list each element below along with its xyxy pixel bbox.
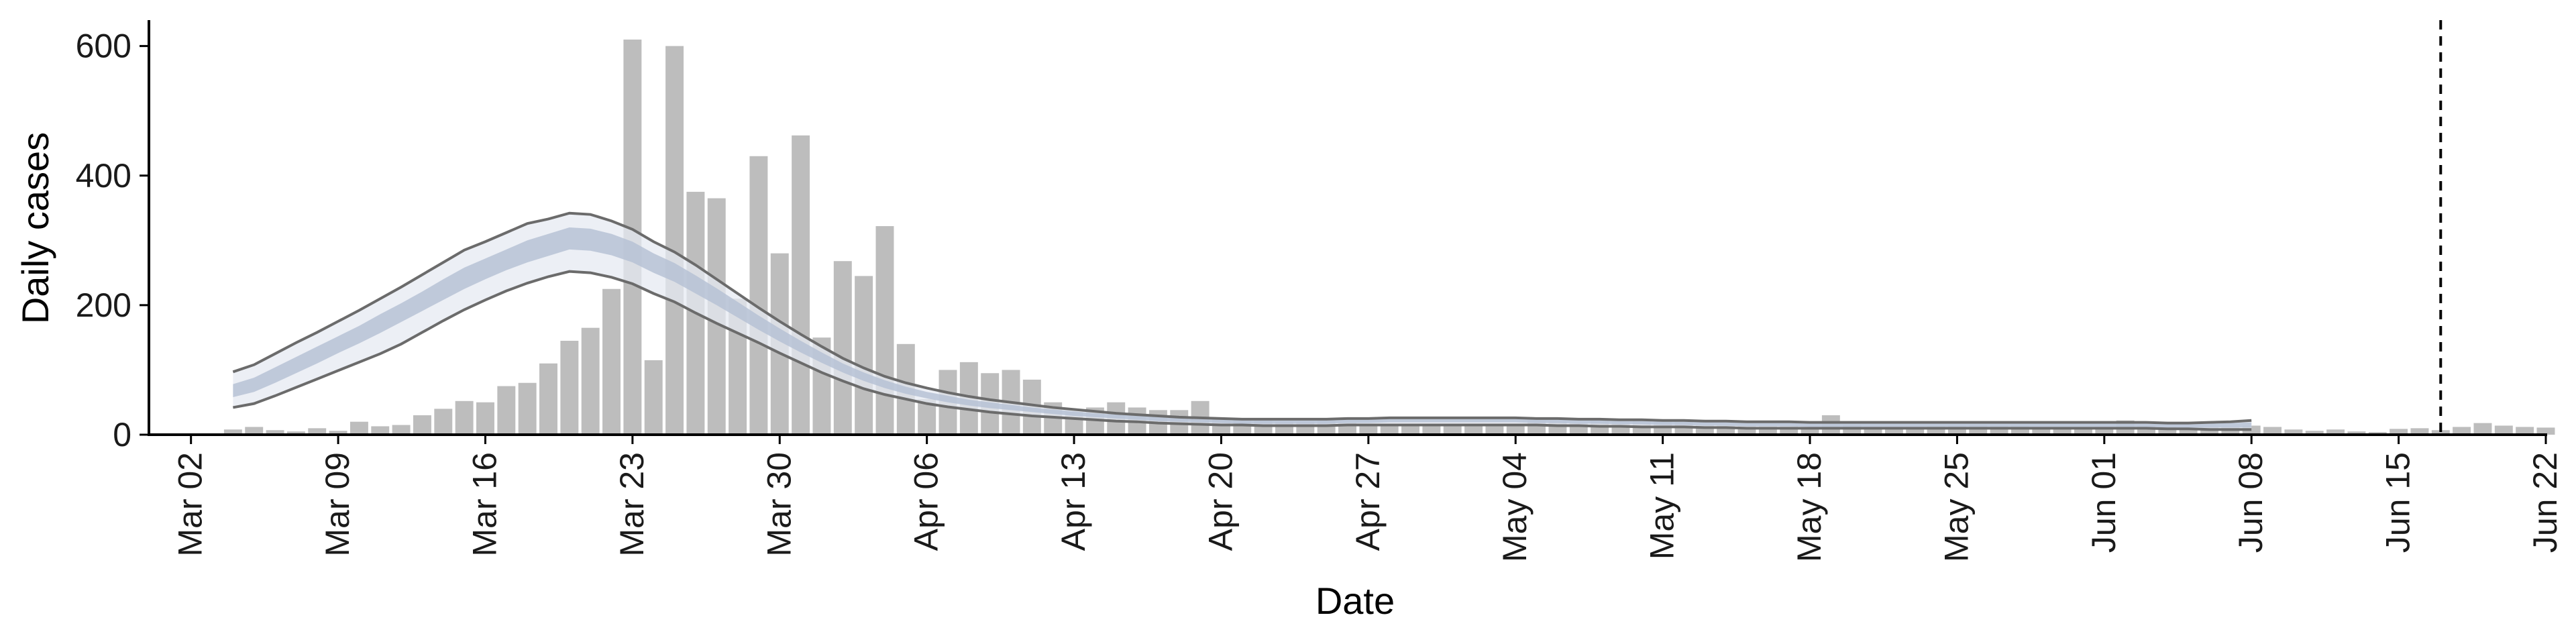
case-bar bbox=[1906, 427, 1925, 435]
case-bar bbox=[2074, 429, 2092, 435]
case-bar bbox=[833, 261, 852, 435]
x-tick-label: May 18 bbox=[1790, 452, 1828, 562]
case-bar bbox=[350, 421, 368, 435]
case-bar bbox=[875, 226, 894, 435]
case-bar bbox=[1485, 425, 1504, 435]
x-axis-title: Date bbox=[1316, 580, 1395, 622]
case-bar bbox=[434, 409, 453, 435]
case-bar bbox=[329, 431, 347, 435]
x-tick-label: Mar 30 bbox=[760, 452, 798, 557]
x-tick-label: Apr 06 bbox=[908, 452, 945, 551]
case-bar bbox=[2453, 427, 2471, 435]
case-bar bbox=[749, 156, 768, 435]
y-tick-label: 0 bbox=[113, 416, 131, 453]
case-bar bbox=[2053, 428, 2072, 435]
case-bar bbox=[455, 400, 474, 435]
case-bar bbox=[2516, 427, 2534, 435]
x-tick-label: Jun 08 bbox=[2232, 452, 2269, 553]
case-bar bbox=[2494, 425, 2513, 435]
case-bar bbox=[266, 430, 284, 435]
case-bar bbox=[2158, 427, 2177, 435]
case-bar bbox=[2095, 427, 2114, 435]
case-bar bbox=[2305, 431, 2324, 435]
case-bar bbox=[518, 382, 537, 435]
nowcast-layer bbox=[232, 211, 2252, 431]
case-bar bbox=[1506, 424, 1525, 435]
case-bar bbox=[539, 363, 557, 435]
case-bar bbox=[2179, 428, 2198, 435]
case-bar bbox=[560, 340, 579, 435]
x-tick-label: May 04 bbox=[1496, 452, 1534, 562]
case-bar bbox=[1422, 425, 1441, 435]
case-bar bbox=[1801, 427, 1819, 435]
case-bar bbox=[2473, 423, 2492, 435]
case-bar bbox=[644, 360, 663, 435]
case-bar bbox=[286, 431, 305, 435]
case-bar bbox=[2410, 428, 2429, 435]
x-tick-label: Apr 13 bbox=[1055, 452, 1092, 551]
x-tick-label: Apr 27 bbox=[1349, 452, 1387, 551]
y-axis-title: Daily cases bbox=[14, 132, 56, 324]
case-bar bbox=[2032, 427, 2051, 435]
x-tick-label: Jun 22 bbox=[2526, 452, 2564, 553]
bars-layer bbox=[223, 39, 2555, 435]
case-bar bbox=[245, 427, 264, 435]
x-tick-label: Mar 16 bbox=[466, 452, 503, 557]
case-bar bbox=[308, 428, 327, 435]
case-bar bbox=[2284, 429, 2303, 435]
case-bar bbox=[1443, 425, 1462, 435]
x-tick-label: Jun 15 bbox=[2379, 452, 2417, 553]
axes-layer: 0 200 400 600 Mar 02 Mar 09 Mar 16 Mar 23 Mar 30… bbox=[76, 20, 2564, 562]
case-bar bbox=[1464, 423, 1483, 435]
case-bar bbox=[1401, 425, 1419, 435]
x-tick-label: Mar 02 bbox=[172, 452, 209, 557]
case-bar bbox=[1380, 425, 1399, 435]
case-bar bbox=[2536, 427, 2555, 435]
case-bar bbox=[2347, 431, 2366, 435]
case-bar bbox=[371, 426, 390, 435]
case-bar bbox=[665, 46, 684, 435]
case-bar bbox=[2431, 430, 2450, 435]
case-bar bbox=[497, 386, 516, 435]
case-bar bbox=[1359, 424, 1378, 435]
x-tick-label: Apr 20 bbox=[1201, 452, 1239, 551]
case-bar bbox=[792, 135, 810, 435]
case-bar bbox=[855, 276, 873, 435]
upper-bound-line bbox=[232, 211, 2252, 425]
case-bar bbox=[223, 429, 242, 435]
case-bar bbox=[476, 402, 494, 435]
case-bar bbox=[1884, 427, 1903, 435]
case-bar bbox=[392, 425, 411, 435]
y-tick-label: 200 bbox=[76, 286, 131, 324]
case-bar bbox=[581, 327, 600, 435]
case-bar bbox=[1864, 427, 1882, 435]
case-bar bbox=[2390, 429, 2408, 435]
case-bar bbox=[413, 415, 431, 435]
case-bar bbox=[2263, 427, 2282, 435]
y-tick-label: 600 bbox=[76, 28, 131, 65]
case-bar bbox=[602, 288, 621, 435]
x-tick-label: Mar 09 bbox=[319, 452, 356, 557]
x-tick-label: May 25 bbox=[1937, 452, 1975, 562]
y-tick-label: 400 bbox=[76, 157, 131, 195]
case-bar bbox=[2326, 429, 2345, 435]
x-tick-label: Jun 01 bbox=[2085, 452, 2123, 553]
lower-bound-line bbox=[233, 270, 2252, 431]
x-tick-label: May 11 bbox=[1644, 452, 1681, 559]
x-tick-label: Mar 23 bbox=[613, 452, 651, 557]
